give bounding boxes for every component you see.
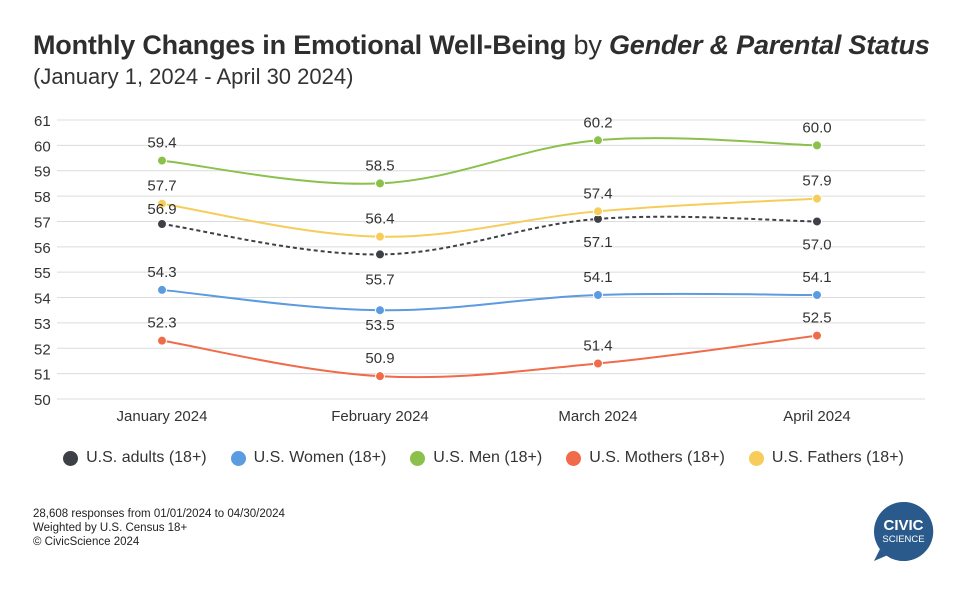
x-tick-label: April 2024 <box>783 408 851 425</box>
data-point <box>157 335 167 346</box>
data-label: 54.3 <box>147 264 176 281</box>
legend-label: U.S. adults (18+) <box>86 449 207 466</box>
data-point <box>375 178 385 189</box>
footer-notes: 28,608 responses from 01/01/2024 to 04/3… <box>33 507 285 549</box>
data-point <box>593 206 603 217</box>
legend-item: U.S. Men (18+) <box>410 449 542 467</box>
data-point <box>375 371 385 382</box>
y-tick-label: 53 <box>34 316 51 333</box>
series-line <box>161 334 818 379</box>
data-point <box>812 140 822 151</box>
data-point <box>812 290 822 301</box>
legend-label: U.S. Fathers (18+) <box>771 449 904 466</box>
data-label: 50.9 <box>365 350 394 367</box>
data-label: 57.4 <box>583 185 612 202</box>
data-point <box>812 216 822 227</box>
data-point <box>593 358 603 369</box>
footer-copyright: © CivicScience 2024 <box>33 536 140 548</box>
legend: U.S. adults (18+) U.S. Women (18+) U.S. Me… <box>0 449 967 467</box>
logo-badge-circle <box>874 502 933 561</box>
legend-swatch <box>566 450 582 466</box>
data-point <box>157 198 167 209</box>
series-lines <box>161 137 818 379</box>
data-label: 52.5 <box>802 310 831 327</box>
data-label: 57.1 <box>583 234 612 251</box>
data-label: 52.3 <box>147 315 176 332</box>
data-label: 60.2 <box>583 114 612 131</box>
legend-label: U.S. Mothers (18+) <box>589 449 725 466</box>
footer-responses: 28,608 responses from 01/01/2024 to 04/3… <box>33 508 285 520</box>
x-tick-label: February 2024 <box>331 408 429 425</box>
data-point <box>375 249 385 260</box>
legend-label: U.S. Men (18+) <box>433 449 543 466</box>
civicscience-logo: CIVIC SCIENCE <box>874 501 934 561</box>
data-point <box>157 155 167 166</box>
data-label: 53.5 <box>365 317 394 334</box>
legend-item: U.S. adults (18+) <box>63 449 207 467</box>
data-labels: 56.9 55.7 57.1 57.0 54.3 53.5 54.1 54.1 59.4 58.5… <box>147 114 831 367</box>
legend-item: U.S. Mothers (18+) <box>566 449 725 467</box>
data-point <box>812 193 822 204</box>
legend-swatch <box>63 450 79 466</box>
series-line <box>161 197 818 238</box>
data-label: 57.7 <box>147 178 176 195</box>
legend-item: U.S. Women (18+) <box>230 449 387 467</box>
y-tick-label: 54 <box>34 291 51 308</box>
legend-item: U.S. Fathers (18+) <box>748 449 904 467</box>
data-label: 54.1 <box>802 269 831 286</box>
x-tick-label: January 2024 <box>117 408 208 425</box>
y-tick-label: 56 <box>34 240 51 257</box>
y-tick-label: 59 <box>34 164 51 181</box>
chart-title: Monthly Changes in Emotional Well-Being … <box>33 30 930 61</box>
logo-text-civic: CIVIC <box>883 517 923 534</box>
data-point <box>812 330 822 341</box>
data-label: 51.4 <box>583 337 612 354</box>
y-tick-label: 57 <box>34 214 51 231</box>
data-points <box>157 135 822 382</box>
chart-subtitle: (January 1, 2024 - April 30 2024) <box>33 64 354 89</box>
data-point <box>157 218 167 229</box>
data-point <box>375 231 385 242</box>
y-tick-label: 60 <box>34 138 51 155</box>
data-point <box>375 305 385 316</box>
line-chart: 50 51 52 53 54 55 56 57 58 59 60 61 January 2024 Feb… <box>34 113 925 425</box>
x-tick-label: March 2024 <box>558 408 637 425</box>
data-label: 58.5 <box>365 157 394 174</box>
legend-swatch <box>230 450 246 466</box>
data-label: 56.4 <box>365 211 394 228</box>
x-axis-ticks: January 2024 February 2024 March 2024 April… <box>117 408 851 425</box>
y-tick-label: 52 <box>34 341 51 358</box>
title-by: by <box>566 30 609 60</box>
logo-text-science: SCIENCE <box>882 534 924 545</box>
title-italic: Gender & Parental Status <box>608 30 930 60</box>
legend-label: U.S. Women (18+) <box>253 449 387 466</box>
data-label: 55.7 <box>365 271 394 288</box>
series-line <box>161 137 818 185</box>
series-line <box>161 288 818 312</box>
data-point <box>593 135 603 146</box>
y-tick-label: 55 <box>34 265 51 282</box>
footer-weighting: Weighted by U.S. Census 18+ <box>33 522 188 534</box>
data-label: 57.9 <box>802 173 831 190</box>
data-label: 60.0 <box>802 119 831 136</box>
legend-swatch <box>410 450 426 466</box>
y-tick-label: 50 <box>34 392 51 409</box>
y-tick-label: 51 <box>34 367 51 384</box>
data-point <box>157 284 167 295</box>
title-main: Monthly Changes in Emotional Well-Being <box>33 30 567 60</box>
legend-swatch <box>748 450 764 466</box>
data-point <box>593 290 603 301</box>
y-tick-label: 61 <box>34 113 51 130</box>
data-label: 56.9 <box>147 201 176 218</box>
data-label: 59.4 <box>147 135 176 152</box>
y-axis-ticks: 50 51 52 53 54 55 56 57 58 59 60 61 <box>34 113 51 409</box>
y-tick-label: 58 <box>34 189 51 206</box>
series-line <box>161 215 818 256</box>
data-label: 54.1 <box>583 269 612 286</box>
data-label: 57.0 <box>802 236 831 253</box>
